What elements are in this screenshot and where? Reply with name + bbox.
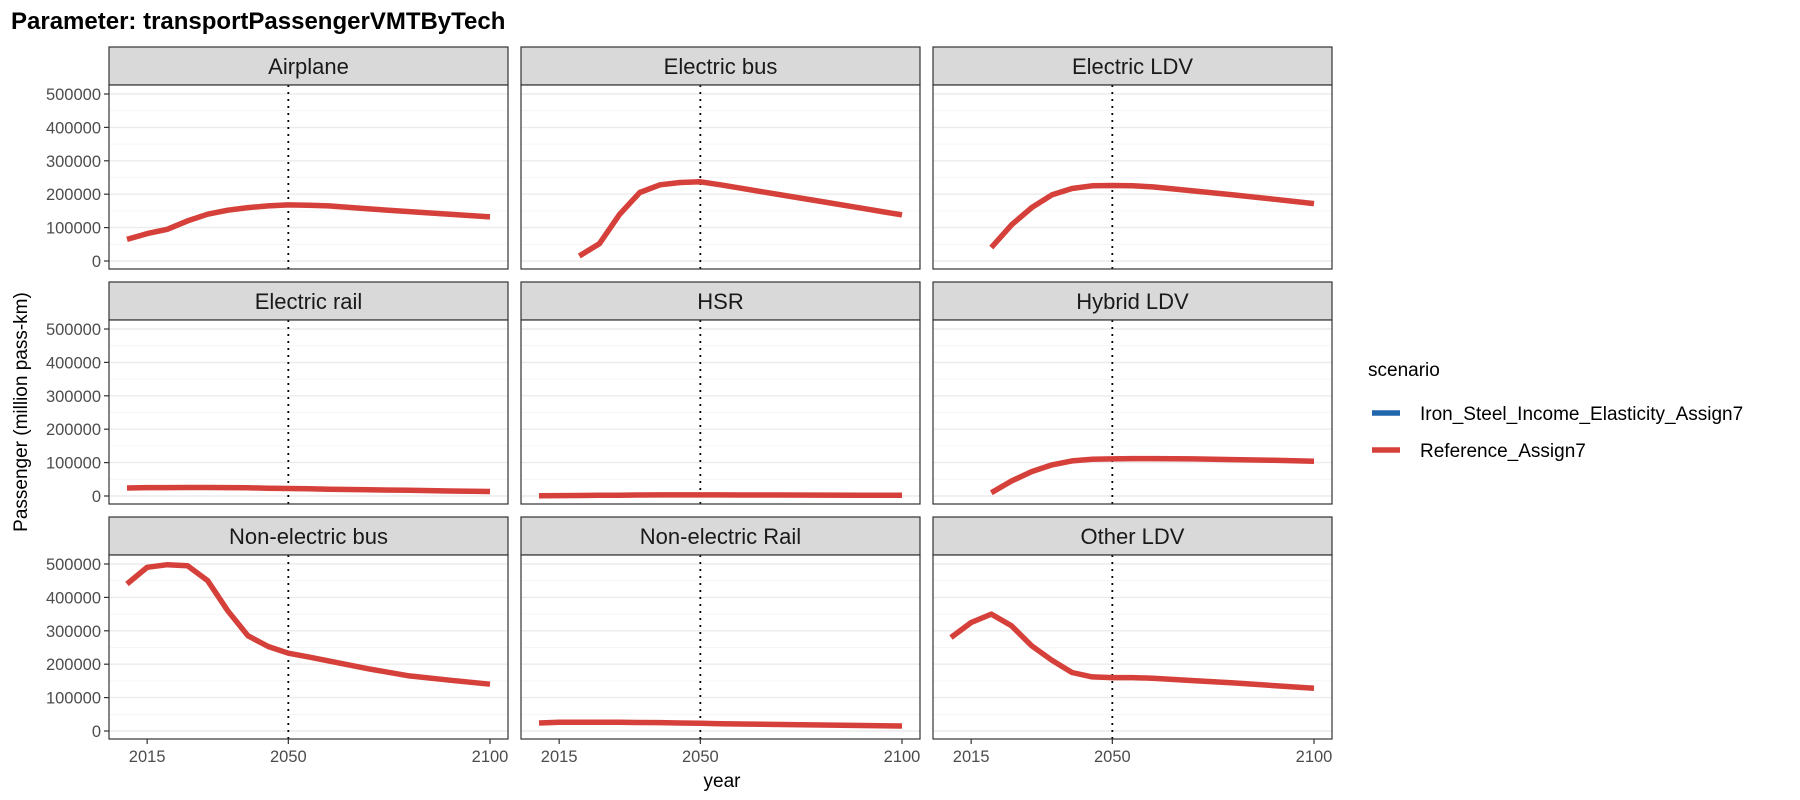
y-tick-label: 400000: [46, 119, 101, 137]
panel-hybrid-ldv: Hybrid LDV: [932, 281, 1333, 505]
x-tick-label: 2015: [129, 748, 166, 766]
facet-label: Non-electric Rail: [640, 524, 801, 549]
panel-non-electric-bus: Non-electric bus 0 100000 200000 300000 40000…: [46, 516, 509, 766]
panel-border: [520, 84, 921, 270]
facet-label: Airplane: [268, 54, 349, 79]
y-tick-label: 200000: [46, 421, 101, 439]
chart-title: Parameter: transportPassengerVMTByTech: [11, 8, 505, 35]
panel-background: [109, 85, 508, 269]
x-tick-label: 2015: [541, 748, 578, 766]
panel-electric-bus: Electric bus: [520, 46, 921, 270]
x-tick-label: 2100: [472, 748, 509, 766]
series-line: [125, 561, 491, 687]
series-line: [989, 455, 1315, 496]
panel-hsr: HSR: [520, 281, 921, 505]
y-tick-label: 200000: [46, 656, 101, 674]
x-tick-label: 2100: [884, 748, 921, 766]
panel-background: [109, 555, 508, 739]
panel-border: [520, 319, 921, 505]
x-tick-label: 2100: [1296, 748, 1333, 766]
facet-strip: [932, 516, 1333, 556]
panel-background: [521, 85, 920, 269]
y-tick-label: 200000: [46, 186, 101, 204]
panel-airplane: Airplane 0 100000 200000 300000 400000 500000: [46, 46, 509, 271]
panel-border: [108, 84, 509, 270]
facet-strip: [520, 281, 921, 321]
facet-strip: [520, 516, 921, 556]
panel-non-electric-rail: Non-electric Rail 2015 2050 2100: [520, 516, 921, 766]
legend: scenario Iron_Steel_Income_Elasticity_As…: [1368, 360, 1743, 462]
facet-label: HSR: [697, 289, 743, 314]
facet-label: Electric rail: [255, 289, 363, 314]
series-line: [989, 182, 1315, 250]
y-tick-label: 400000: [46, 354, 101, 372]
x-tick-label: 2015: [953, 748, 990, 766]
panel-border: [108, 554, 509, 740]
y-axis-title: Passenger (million pass-km): [11, 292, 32, 532]
y-tick-label: 500000: [46, 556, 101, 574]
facet-label: Electric bus: [664, 54, 778, 79]
y-tick-label: 300000: [46, 623, 101, 641]
panel-background: [933, 320, 1332, 504]
y-tick-label: 500000: [46, 86, 101, 104]
panel-border: [108, 319, 509, 505]
y-tick-label: 500000: [46, 321, 101, 339]
panel-background: [933, 555, 1332, 739]
series-line: [577, 179, 903, 259]
panels: Airplane0100000200000300000400000500000E…: [46, 46, 1333, 766]
x-tick-label: 2050: [270, 748, 307, 766]
y-tick-label: 100000: [46, 455, 101, 473]
legend-title: scenario: [1368, 360, 1440, 381]
panel-border: [932, 84, 1333, 270]
legend-entry: Reference_Assign7: [1420, 441, 1586, 462]
series-line: [538, 719, 903, 729]
panel-background: [521, 320, 920, 504]
y-tick-label: 100000: [46, 690, 101, 708]
facet-label: Other LDV: [1081, 524, 1185, 549]
facet-strip: [932, 46, 1333, 86]
panel-border: [932, 319, 1333, 505]
panel-border: [932, 554, 1333, 740]
series-line: [949, 611, 1315, 691]
panel-background: [521, 555, 920, 739]
panel-electric-ldv: Electric LDV: [932, 46, 1333, 270]
panel-electric-rail: Electric rail 0 100000 200000 300000 400000 50…: [46, 281, 509, 506]
panel-border: [520, 554, 921, 740]
facet-label: Non-electric bus: [229, 524, 388, 549]
series-line: [538, 492, 902, 499]
panel-background: [109, 320, 508, 504]
y-tick-label: 0: [92, 488, 101, 506]
y-tick-label: 0: [92, 723, 101, 741]
facet-label: Hybrid LDV: [1076, 289, 1189, 314]
facet-label: Electric LDV: [1072, 54, 1193, 79]
facet-strip: [932, 281, 1333, 321]
y-tick-label: 300000: [46, 153, 101, 171]
y-tick-label: 100000: [46, 220, 101, 238]
x-axis-title: year: [704, 771, 742, 792]
legend-entry: Iron_Steel_Income_Elasticity_Assign7: [1420, 404, 1743, 425]
x-tick-label: 2050: [1094, 748, 1131, 766]
y-tick-label: 400000: [46, 589, 101, 607]
panel-other-ldv: Other LDV 2015 2050 2100: [932, 516, 1333, 766]
y-tick-label: 300000: [46, 388, 101, 406]
series-line: [126, 202, 491, 242]
y-tick-label: 0: [92, 253, 101, 271]
series-line: [126, 484, 491, 495]
facet-strip: [108, 46, 509, 86]
facet-strip: [520, 46, 921, 86]
panel-background: [933, 85, 1332, 269]
x-tick-label: 2050: [682, 748, 719, 766]
